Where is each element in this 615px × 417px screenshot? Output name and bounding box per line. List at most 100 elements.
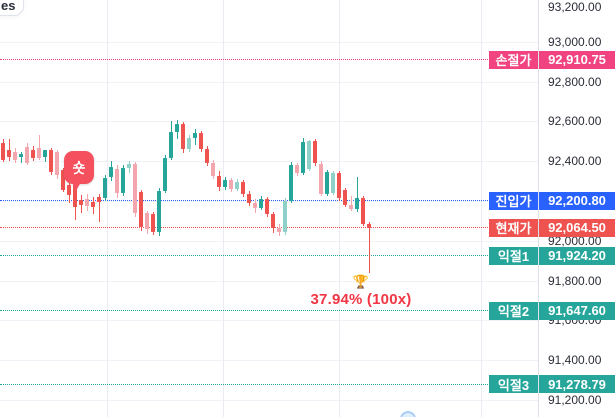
candle-body: [121, 168, 125, 194]
chart-surface[interactable]: 숏 🏆 37.94% (100x): [0, 0, 538, 417]
candle-body: [217, 176, 221, 188]
candle-body: [277, 227, 281, 232]
candle-wick: [39, 134, 40, 161]
candle-body: [307, 141, 311, 170]
candle-body: [211, 163, 215, 177]
level-name-tp2[interactable]: 익절2: [489, 301, 538, 320]
candle-body: [259, 199, 263, 208]
candle-body: [127, 164, 131, 169]
candle-body: [223, 180, 227, 188]
candle-body: [1, 142, 5, 160]
level-name-tp1[interactable]: 익절1: [489, 246, 538, 265]
hgridline: [0, 360, 538, 361]
price-line-tp3[interactable]: [0, 383, 538, 385]
vgridline: [339, 0, 340, 417]
candle-body: [193, 133, 197, 139]
hgridline: [0, 241, 538, 242]
short-position-badge[interactable]: 숏: [64, 151, 94, 191]
candle-wick: [21, 152, 22, 163]
level-name-tp3[interactable]: 익절3: [489, 375, 538, 394]
candle-body: [73, 185, 77, 207]
level-name-entry[interactable]: 진입가: [489, 191, 538, 210]
candle-body: [337, 173, 341, 198]
axis-tick-label: 91,200.00: [548, 393, 602, 407]
candle-body: [49, 150, 53, 172]
candle-body: [85, 199, 89, 206]
vgridline: [223, 0, 224, 417]
symbol-info-panel: [0, 0, 24, 16]
candle-body: [133, 164, 137, 213]
candle-body: [313, 141, 317, 164]
price-line-current[interactable]: [0, 227, 538, 229]
candle-body: [97, 197, 101, 202]
axis-tick-label: 91,800.00: [548, 273, 602, 288]
candle-body: [349, 204, 353, 209]
hgridline: [0, 82, 538, 83]
candle-body: [331, 173, 335, 194]
candle-body: [31, 150, 35, 158]
candle-body: [187, 138, 191, 150]
candle-body: [361, 198, 365, 224]
floating-button-partial[interactable]: [400, 411, 416, 417]
level-price-entry[interactable]: 92,200.80: [539, 191, 615, 210]
candle-body: [367, 223, 371, 228]
level-name-current[interactable]: 현재가: [489, 218, 538, 237]
candle-body: [283, 201, 287, 232]
price-line-entry[interactable]: [0, 200, 538, 202]
candle-body: [79, 200, 83, 205]
candle-body: [163, 158, 167, 192]
hgridline: [0, 42, 538, 43]
candle-body: [247, 194, 251, 203]
profit-marker: 🏆 37.94% (100x): [310, 274, 411, 308]
level-price-tp1[interactable]: 91,924.20: [539, 246, 615, 265]
hgridline: [0, 161, 538, 162]
axis-tick-label: 93,000.00: [548, 34, 602, 49]
candle-body: [241, 182, 245, 195]
candle-wick: [357, 177, 358, 212]
candle-body: [181, 124, 185, 150]
candle-body: [19, 154, 23, 158]
candle-body: [301, 142, 305, 174]
level-price-stop[interactable]: 92,910.75: [539, 50, 615, 69]
candle-body: [355, 198, 359, 209]
level-name-stop[interactable]: 손절가: [489, 50, 538, 69]
vgridline: [107, 0, 108, 417]
candle-body: [115, 169, 119, 194]
candle-body: [43, 150, 47, 157]
vgridline: [481, 0, 482, 417]
profit-percent-text: 37.94% (100x): [310, 291, 412, 308]
candle-body: [265, 199, 269, 214]
candle-wick: [99, 194, 100, 222]
axis-tick-label: 92,400.00: [548, 154, 602, 169]
hgridline: [0, 320, 538, 321]
candle-body: [235, 182, 239, 190]
candle-body: [199, 133, 203, 150]
price-line-stop[interactable]: [0, 59, 538, 61]
candle-body: [109, 167, 113, 178]
price-line-tp1[interactable]: [0, 255, 538, 257]
candle-body: [343, 190, 347, 205]
hgridline: [0, 281, 538, 282]
candle-body: [175, 124, 179, 133]
axis-tick-label: 91,400.00: [548, 353, 602, 368]
candle-body: [7, 150, 11, 157]
badge-tail: [72, 182, 81, 191]
candle-body: [13, 152, 17, 160]
level-price-tp2[interactable]: 91,647.60: [539, 301, 615, 320]
candle-body: [139, 192, 143, 227]
trophy-icon: 🏆: [352, 274, 370, 289]
candle-body: [229, 180, 233, 190]
candle-body: [151, 213, 155, 232]
price-line-tp2[interactable]: [0, 310, 538, 312]
axis-tick-label: 93,200.00: [548, 0, 602, 14]
level-price-current[interactable]: 92,064.50: [539, 218, 615, 237]
candle-body: [319, 164, 323, 195]
candle-body: [37, 148, 41, 158]
axis-tick-label: 92,000.00: [548, 233, 602, 248]
level-price-tp3[interactable]: 91,278.79: [539, 375, 615, 394]
candle-wick: [351, 196, 352, 211]
candle-body: [157, 191, 161, 232]
candle-body: [55, 152, 59, 175]
hgridline: [0, 201, 538, 202]
candle-body: [61, 169, 65, 191]
